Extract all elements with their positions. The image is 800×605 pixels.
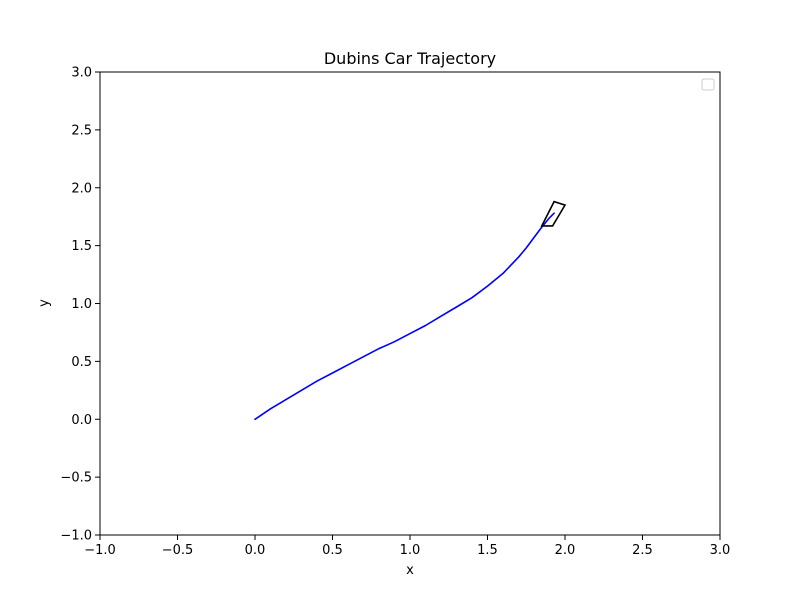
y-tick-label: 0.0 (71, 413, 92, 428)
x-axis-label: x (406, 563, 414, 578)
x-tick-label: 0.5 (322, 543, 343, 558)
x-tick-label: 0.0 (245, 543, 266, 558)
y-axis-ticks: −1.0 −0.5 0.0 0.5 1.0 1.5 2.0 2.5 3.0 (60, 66, 100, 544)
y-tick-label: 2.5 (71, 123, 92, 138)
x-tick-label: 1.0 (400, 543, 421, 558)
y-tick-label: −1.0 (60, 529, 92, 544)
x-axis-ticks: −1.0 −0.5 0.0 0.5 1.0 1.5 2.0 2.5 3.0 (84, 535, 730, 558)
trajectory-line (254, 212, 555, 421)
y-tick-label: 0.5 (71, 355, 92, 370)
plot-area (254, 200, 567, 421)
y-tick-label: 2.0 (71, 181, 92, 196)
y-axis-label: y (37, 299, 52, 307)
legend-box (701, 78, 715, 91)
y-tick-label: −0.5 (60, 471, 92, 486)
plot-frame (99, 71, 721, 536)
y-tick-label: 1.0 (71, 297, 92, 312)
chart-title: Dubins Car Trajectory (324, 49, 496, 68)
car-outline (540, 200, 567, 227)
y-tick-label: 1.5 (71, 239, 92, 254)
x-tick-label: 3.0 (710, 543, 731, 558)
x-tick-label: 2.0 (555, 543, 576, 558)
y-tick-label: 3.0 (71, 66, 92, 81)
x-tick-label: 1.5 (477, 543, 498, 558)
x-tick-label: 2.5 (632, 543, 653, 558)
x-tick-label: −0.5 (162, 543, 194, 558)
x-tick-label: −1.0 (84, 543, 116, 558)
